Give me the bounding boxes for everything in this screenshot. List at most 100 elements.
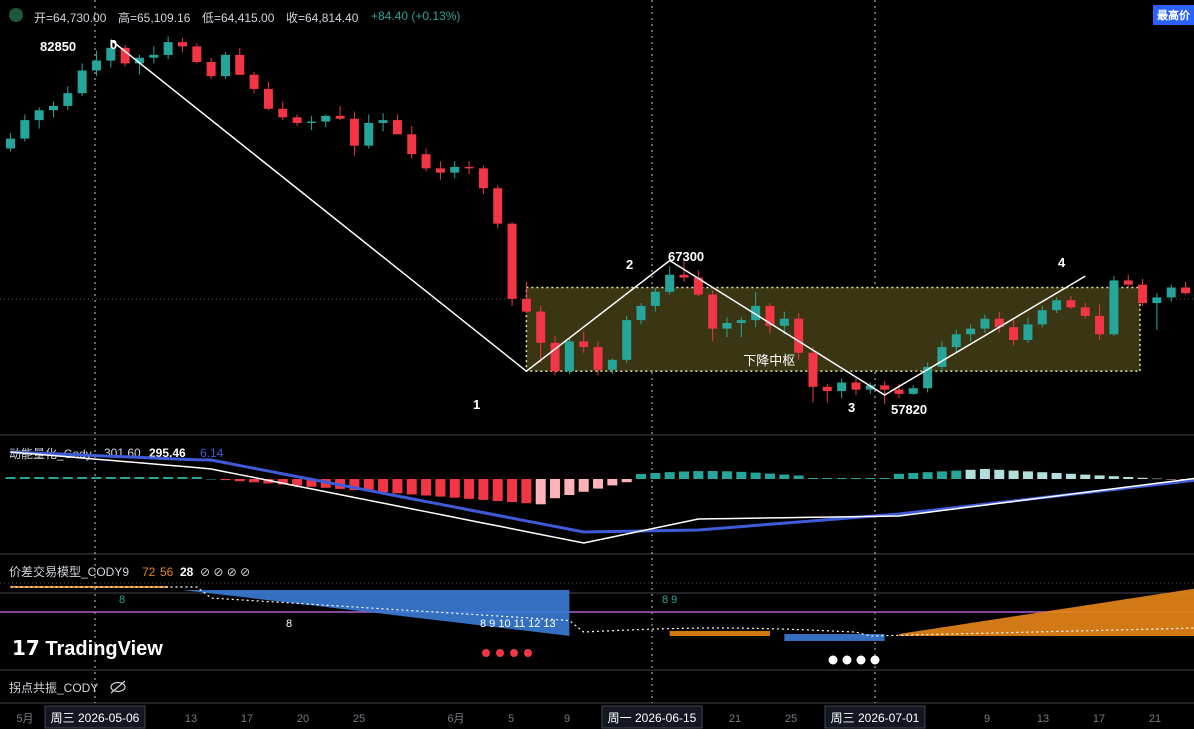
candle-body [980,318,990,329]
wave-label-4: 4 [1058,255,1066,270]
macd-histogram-bar [34,477,45,479]
candle-body [908,388,918,394]
symbol-icon[interactable] [9,8,23,22]
macd-histogram-bar [48,477,59,479]
candle-body [851,382,861,390]
wave-polyline [110,39,1086,396]
signal-dot-white [870,655,880,665]
ohlc-low: 低=64,415.00 [202,11,275,25]
candle-body [1138,284,1148,304]
model-title: 价差交易模型_CODY9 [9,564,129,579]
macd-histogram-bar [664,472,675,479]
macd-histogram-bar [764,473,775,479]
macd-histogram-bar [650,473,661,479]
macd-histogram-bar [392,479,403,494]
time-axis-tick: 6月 [447,713,464,725]
macd-histogram-bar [535,479,546,505]
candle-body [1009,327,1019,340]
macd-histogram-bar [406,479,417,495]
candle-body [177,42,187,47]
candle-body [1095,315,1105,335]
macd-histogram-bar [908,473,919,479]
wave-price-0: 82850 [40,39,76,54]
wave-lines [110,39,1086,396]
candle-body [91,60,101,71]
candle-body [263,88,273,109]
macd-value-3: 6.14 [200,446,224,460]
td-count-4: 8 9 10 11 12 13 [480,618,556,630]
time-axis-tick: 21 [729,713,741,725]
macd-histogram-bar [306,479,317,487]
model-signal-line [10,586,1194,637]
model-value-2: 56 [160,565,174,579]
candle-body [249,74,259,89]
macd-fast-line [10,451,1194,544]
candle-body [794,318,804,353]
macd-histogram-bar [349,479,360,490]
signal-dot-white [828,655,838,665]
macd-histogram-bar [134,477,145,479]
macd-histogram-bar [1008,470,1019,479]
tv-logo-text: TradingView [45,638,163,660]
candle-body [48,105,58,111]
candle-body [550,342,560,372]
candle-body [693,277,703,295]
candle-body [837,382,847,392]
pivot-panel: 拐点共振_CODY [9,680,126,695]
candle-body [951,334,961,348]
wave-price-3: 57820 [891,402,927,417]
macd-histogram-bar [922,472,933,479]
visibility-off-icon [110,681,126,693]
macd-histogram-bar [363,479,374,492]
candle-body [407,134,417,155]
candle-body [665,274,675,292]
macd-histogram-bar [177,477,188,479]
candle-body [192,46,202,62]
time-axis-tick: 21 [1149,713,1161,725]
td-count-1: 8 [119,594,125,606]
candle-body [106,47,116,61]
candle-body [421,154,431,169]
price-type-badge[interactable]: 最高价 [1153,5,1194,25]
candle-body [536,311,546,343]
candle-body [1166,287,1176,298]
candle-body [808,352,818,387]
candle-body [464,166,474,169]
candle-body [120,47,130,64]
macd-histogram-bar [636,474,647,479]
candle-body [278,108,288,118]
time-axis-tick: 13 [185,713,197,725]
td-count-3: 8 9 [662,594,677,606]
macd-histogram-bar [263,479,274,484]
tradingview-logo[interactable]: 𝟭𝟳 TradingView [12,636,163,661]
macd-histogram-bar [191,477,202,479]
time-axis-tick: 20 [297,713,309,725]
macd-histogram-bar [105,477,116,479]
candlestick-series [6,36,1191,404]
macd-histogram-bar [163,477,174,479]
macd-histogram-bar [951,470,962,479]
macd-histogram-bar [234,479,245,482]
macd-histogram-bar [449,479,460,498]
candle-body [865,385,875,390]
macd-histogram-bar [492,479,503,501]
candle-body [880,385,890,390]
macd-histogram-bar [421,479,432,496]
signal-dot-white [856,655,866,665]
candle-body [636,305,646,321]
candle-body [1052,300,1062,311]
macd-histogram-bar [1108,476,1119,479]
macd-histogram-bar [148,477,159,479]
model-band-orange-1 [10,586,169,588]
candle-body [493,188,503,224]
macd-histogram-bar [206,479,217,480]
macd-histogram-bar [793,475,804,479]
wave-label-2: 2 [626,257,633,272]
candle-body [751,305,761,321]
macd-histogram-bar [707,471,718,479]
macd-histogram-bar [578,479,589,492]
candle-body [1109,280,1119,335]
macd-histogram-bar [822,478,833,479]
wave-label-0: 0 [110,37,117,52]
